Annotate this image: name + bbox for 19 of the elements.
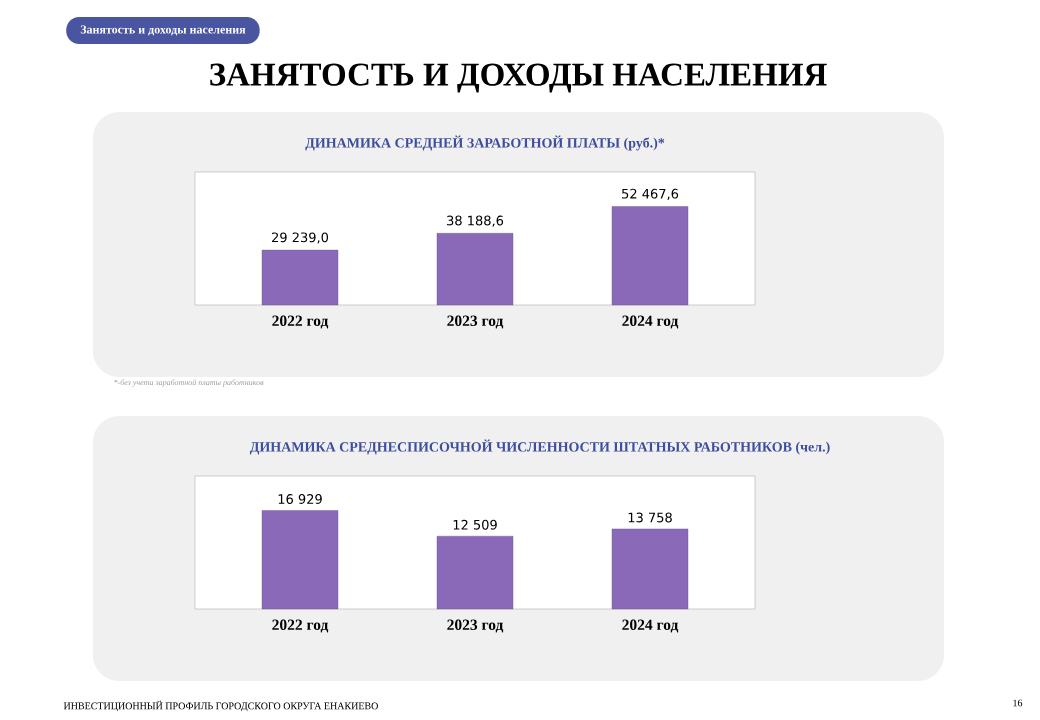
text: 16: [1013, 699, 1023, 707]
chart-title: ДИНАМИКА СРЕДНЕСПИСОЧНОЙ ЧИСЛЕННОСТИ ШТАТНЫХ РАБОТНИКОВ (чел.): [249, 439, 830, 455]
text: Занятость и доходы населения: [80, 25, 246, 36]
x-tick-label: 2023 год: [447, 619, 504, 633]
x-tick-label: 2024 год: [622, 315, 679, 329]
text: *-без учета заработной платы работников: [114, 379, 264, 387]
x-tick-label: 2023 год: [447, 315, 504, 329]
x-tick-label: 2022 год: [272, 619, 329, 633]
text: ЗАНЯТОСТЬ И ДОХОДЫ НАСЕЛЕНИЯ: [210, 63, 827, 93]
chart-title: ДИНАМИКА СРЕДНЕЙ ЗАРАБОТНОЙ ПЛАТЫ (руб.)*: [305, 135, 665, 151]
data-label: 29 239,0: [272, 232, 329, 244]
x-tick-label: 2024 год: [622, 619, 679, 633]
data-label: 38 188,6: [447, 215, 504, 227]
x-tick-label: 2022 год: [272, 315, 329, 329]
data-label: 12 509: [453, 519, 497, 530]
data-label: 16 929: [278, 494, 322, 504]
data-label: 13 758: [628, 512, 672, 523]
data-label: 52 467,6: [622, 188, 679, 200]
text: ИНВЕСТИЦИОННЫЙ ПРОФИЛЬ ГОРОДСКОГО ОКРУГА ЕНАКИЕВО: [63, 700, 378, 712]
